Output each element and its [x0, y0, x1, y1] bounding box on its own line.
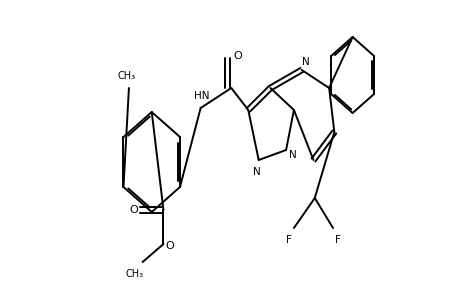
- Text: O: O: [165, 241, 174, 251]
- Text: N: N: [301, 57, 309, 67]
- Text: CH₃: CH₃: [117, 71, 135, 81]
- Text: N: N: [288, 150, 296, 160]
- Text: O: O: [233, 51, 242, 61]
- Text: HN: HN: [194, 91, 209, 101]
- Text: N: N: [252, 167, 260, 177]
- Text: O: O: [129, 205, 138, 215]
- Text: F: F: [285, 235, 291, 245]
- Text: CH₃: CH₃: [125, 269, 144, 279]
- Text: F: F: [335, 235, 341, 245]
